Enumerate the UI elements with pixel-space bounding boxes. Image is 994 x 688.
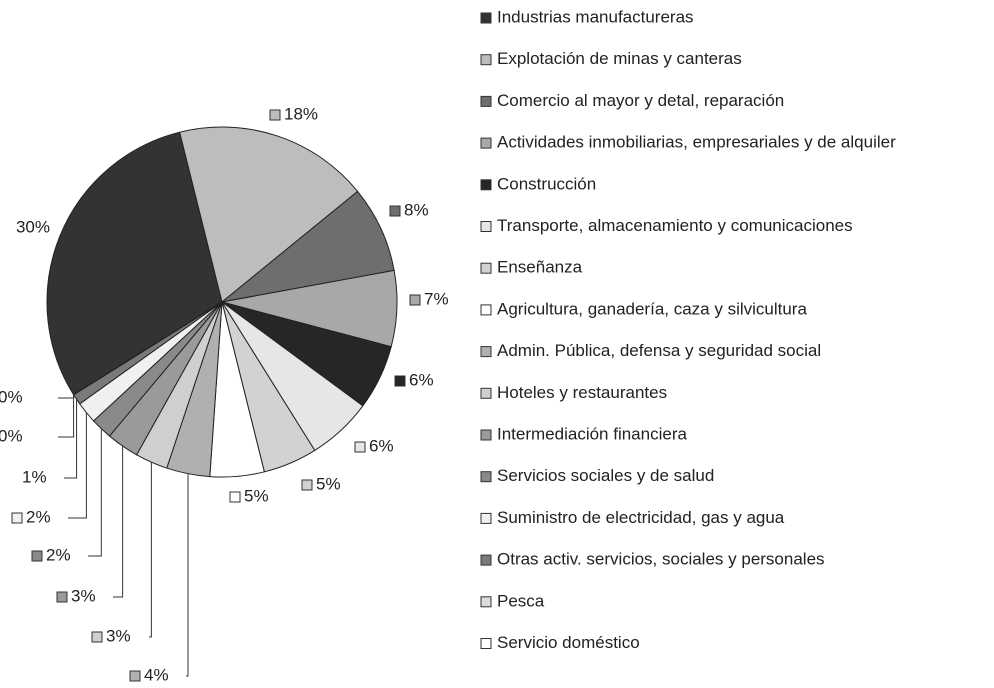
legend-swatch: [480, 137, 492, 149]
legend-label: Agricultura, ganadería, caza y silvicult…: [497, 299, 807, 318]
data-label: 4%: [144, 665, 169, 684]
leader-line: [58, 394, 75, 399]
legend-swatch: [480, 429, 492, 441]
legend-swatch: [480, 512, 492, 524]
legend-label: Industrias manufactureras: [497, 7, 694, 26]
leader-line: [58, 394, 75, 438]
leader-line: [88, 428, 102, 557]
legend-label: Enseñanza: [497, 258, 583, 277]
label-swatch: [11, 512, 23, 524]
data-label: 2%: [46, 545, 71, 564]
label-swatch: [409, 294, 421, 306]
legend-swatch: [480, 179, 492, 191]
data-label: 18%: [284, 104, 318, 123]
legend-swatch: [480, 387, 492, 399]
label-swatch: [389, 205, 401, 217]
legend-label: Servicio doméstico: [497, 633, 640, 652]
leader-line: [113, 446, 124, 598]
legend-label: Hoteles y restaurantes: [497, 383, 667, 402]
label-swatch: [301, 479, 313, 491]
legend-swatch: [480, 221, 492, 232]
legend-label: Suministro de electricidad, gas y agua: [497, 508, 785, 527]
label-swatch: [31, 550, 43, 562]
legend-swatch: [480, 95, 492, 107]
legend-swatch: [480, 12, 492, 24]
label-swatch: [394, 375, 406, 387]
legend-label: Admin. Pública, defensa y seguridad soci…: [497, 341, 821, 360]
label-swatch: [229, 491, 241, 503]
leader-line: [186, 473, 189, 677]
data-label: 3%: [71, 586, 96, 605]
legend-swatch: [480, 304, 492, 316]
label-swatch: [91, 631, 103, 643]
data-label: 0%: [0, 387, 23, 406]
data-label: 30%: [16, 217, 50, 236]
legend-swatch: [480, 471, 492, 483]
label-swatch: [269, 109, 281, 121]
label-swatch: [354, 441, 366, 453]
data-label: 0%: [0, 426, 23, 445]
legend-swatch: [480, 346, 492, 358]
legend-label: Construcción: [497, 174, 596, 193]
data-label: 5%: [316, 474, 341, 493]
legend-label: Otras activ. servicios, sociales y perso…: [497, 550, 825, 569]
data-label: 1%: [22, 467, 47, 486]
legend-label: Servicios sociales y de salud: [497, 466, 714, 485]
legend-label: Intermediación financiera: [497, 424, 687, 443]
legend-label: Pesca: [497, 591, 545, 610]
legend-swatch: [480, 596, 492, 608]
legend-label: Actividades inmobiliarias, empresariales…: [497, 133, 896, 152]
data-label: 5%: [244, 486, 269, 505]
data-label: 7%: [424, 289, 449, 308]
data-label: 8%: [404, 200, 429, 219]
legend-swatch: [480, 262, 492, 274]
legend-swatch: [480, 54, 492, 66]
legend-swatch: [480, 638, 492, 649]
label-swatch: [56, 591, 68, 603]
label-swatch: [129, 670, 141, 682]
legend-swatch: [480, 554, 492, 566]
leader-line: [64, 399, 78, 479]
leader-line: [68, 412, 87, 519]
legend-label: Explotación de minas y canteras: [497, 49, 742, 68]
leader-line: [149, 462, 152, 638]
data-label: 6%: [369, 436, 394, 455]
data-label: 6%: [409, 370, 434, 389]
data-label: 3%: [106, 626, 131, 645]
data-label: 2%: [26, 507, 51, 526]
legend-label: Comercio al mayor y detal, reparación: [497, 91, 784, 110]
legend-label: Transporte, almacenamiento y comunicacio…: [497, 216, 853, 235]
pie-slice: [179, 126, 359, 303]
